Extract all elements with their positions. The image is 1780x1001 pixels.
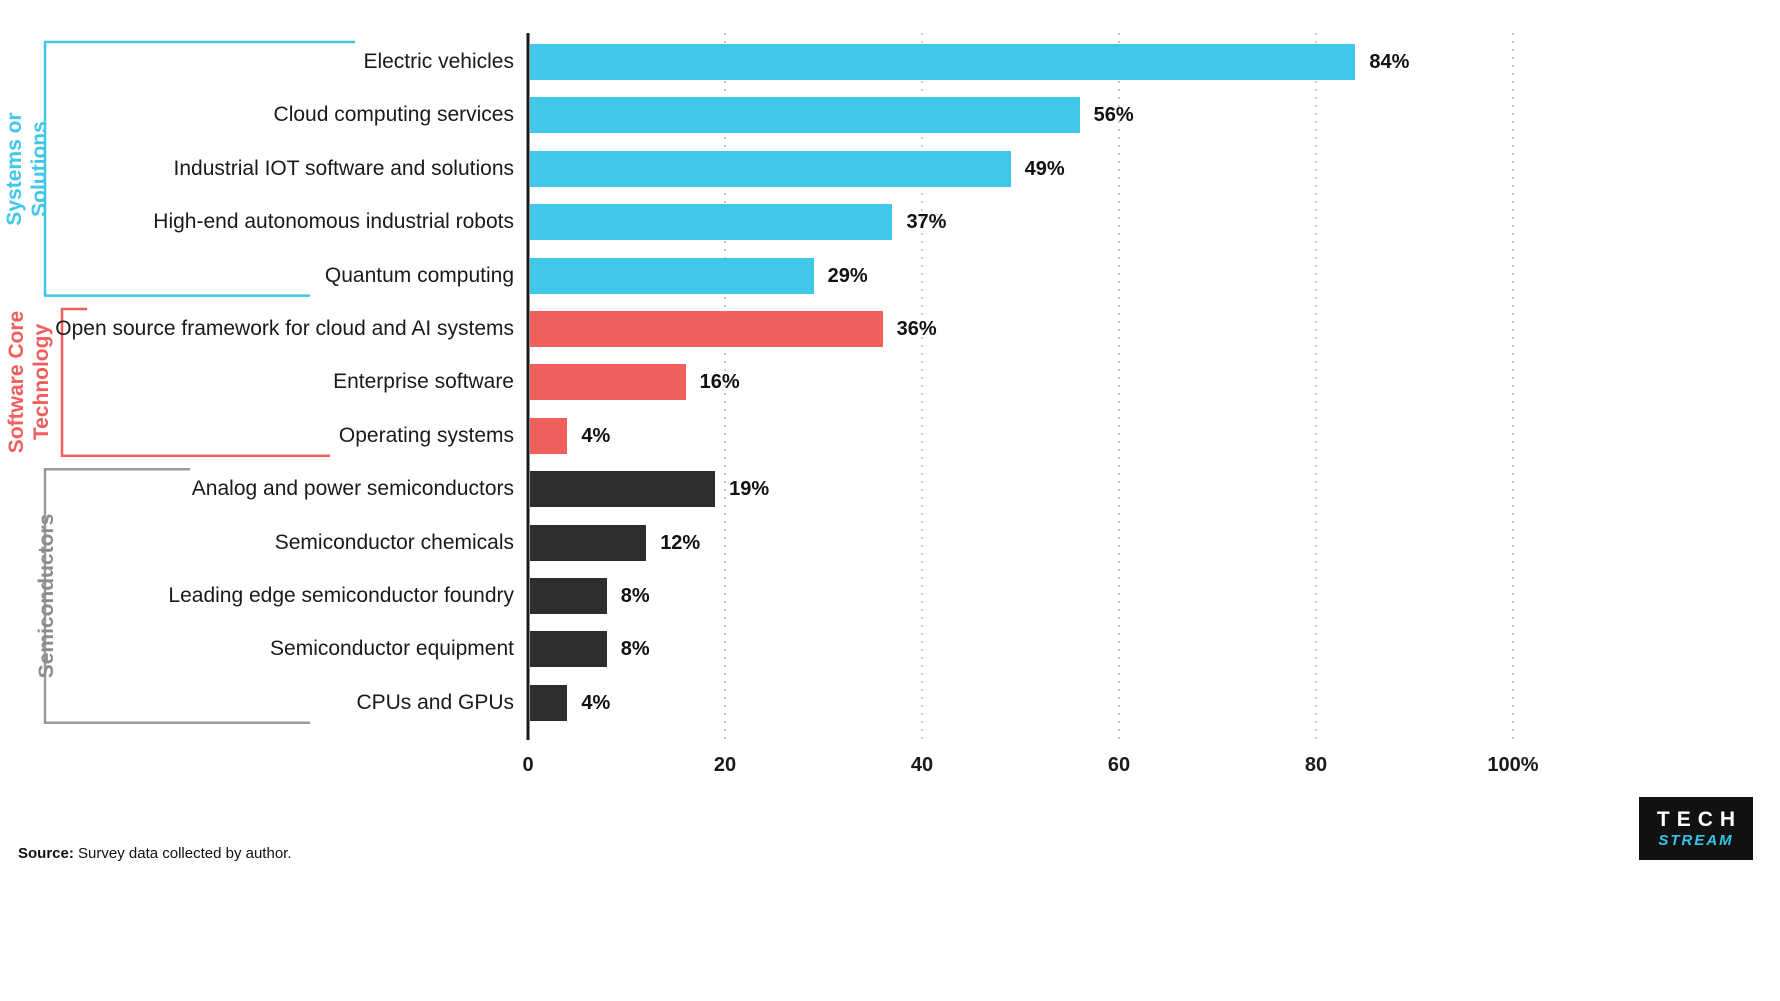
group-bracket: [43, 40, 355, 297]
group-bracket: [60, 307, 330, 458]
bar: [530, 311, 883, 347]
value-label: 12%: [660, 531, 701, 554]
group-label: Semiconductors: [35, 513, 58, 679]
x-tick-label: 20: [713, 754, 737, 776]
value-label: 49%: [1024, 157, 1065, 180]
value-label: 16%: [699, 371, 740, 394]
bar: [530, 204, 893, 241]
value-label: 56%: [1093, 104, 1134, 127]
value-label: 36%: [896, 318, 937, 340]
value-label: 19%: [729, 478, 770, 501]
bar: [530, 524, 647, 561]
value-label: 8%: [620, 585, 650, 607]
bar: [530, 97, 1080, 134]
category-label: Semiconductor equipment: [270, 637, 514, 661]
category-label: CPUs and GPUs: [356, 690, 514, 714]
x-tick-label: 40: [910, 754, 934, 776]
category-label: High-end autonomous industrial robots: [153, 210, 514, 234]
bar: [530, 257, 814, 294]
bar: [530, 364, 686, 401]
source-label: Source:: [18, 845, 74, 862]
value-label: 4%: [581, 691, 611, 714]
bar: [530, 631, 607, 668]
source-note: Source: Survey data collected by author.: [18, 845, 292, 862]
category-label: Leading edge semiconductor foundry: [168, 584, 514, 607]
logo-stream-text: STREAM: [1658, 832, 1734, 849]
value-label: 84%: [1369, 51, 1410, 73]
bar: [530, 150, 1011, 187]
category-label: Open source framework for cloud and AI s…: [55, 317, 514, 340]
group-bracket: [43, 467, 310, 725]
value-label: 8%: [620, 638, 650, 661]
x-tick-label: 80: [1304, 754, 1328, 776]
category-label: Electric vehicles: [363, 50, 514, 73]
value-label: 37%: [906, 211, 947, 234]
bar: [530, 684, 568, 721]
category-label: Quantum computing: [324, 263, 514, 287]
x-tick-label: 0: [522, 754, 534, 776]
x-tick-label: 100%: [1487, 754, 1539, 776]
value-label: 29%: [827, 264, 868, 287]
bar: [530, 578, 607, 614]
bar: [530, 44, 1356, 80]
x-tick-label: 60: [1107, 754, 1131, 776]
category-label: Analog and power semiconductors: [191, 477, 514, 501]
category-label: Industrial IOT software and solutions: [173, 156, 514, 180]
category-label: Operating systems: [338, 423, 514, 447]
category-label: Semiconductor chemicals: [274, 530, 514, 554]
bar: [530, 471, 716, 508]
category-label: Cloud computing services: [273, 103, 514, 127]
logo-tech-text: TECH: [1656, 808, 1743, 831]
source-text: Survey data collected by author.: [73, 845, 292, 862]
value-label: 4%: [581, 424, 611, 447]
bar: [530, 417, 568, 454]
category-label: Enterprise software: [333, 370, 514, 394]
techstream-logo: TECH STREAM: [1639, 797, 1753, 860]
